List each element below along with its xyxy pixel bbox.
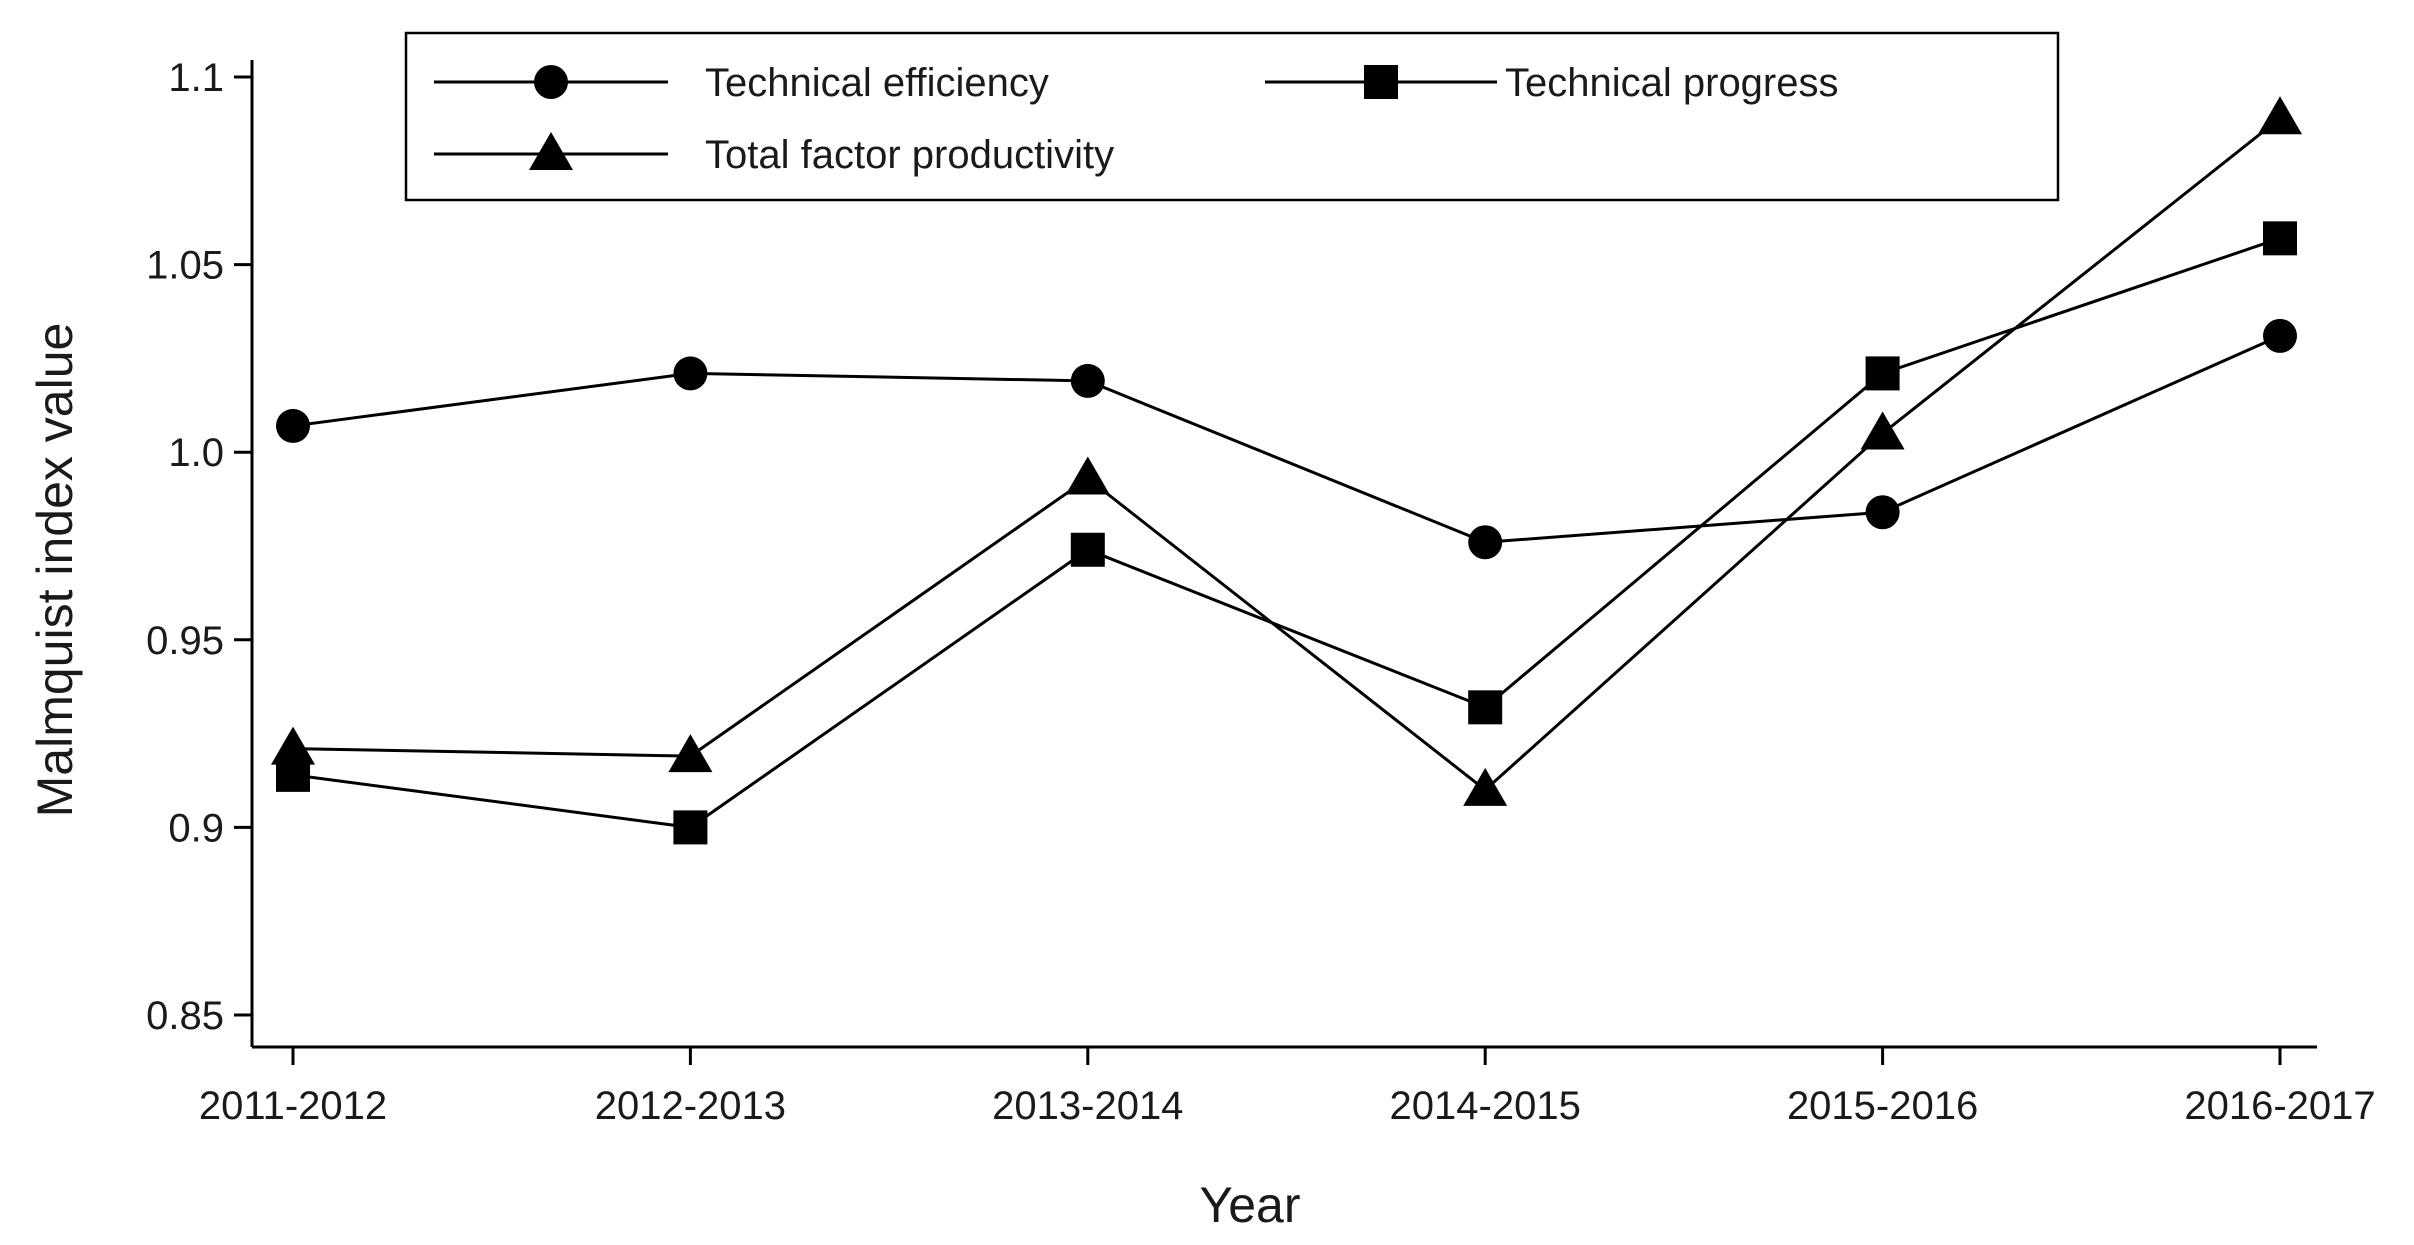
data-point-square <box>1865 356 1900 391</box>
legend-marker-triangle <box>529 132 573 170</box>
data-point-circle <box>1865 495 1900 530</box>
series-square <box>276 221 2297 845</box>
data-point-circle <box>1070 363 1105 398</box>
y-tick-label: 0.9 <box>168 806 224 850</box>
data-point-triangle <box>1065 456 1110 495</box>
y-axis-title: Malmquist index value <box>27 323 83 818</box>
legend-item: Technical efficiency <box>434 61 1049 105</box>
y-tick-label: 0.85 <box>146 994 224 1038</box>
y-tick-label: 1.1 <box>168 56 224 100</box>
legend-label: Total factor productivity <box>705 133 1114 177</box>
y-tick-label: 0.95 <box>146 619 224 663</box>
y-tick-label: 1.05 <box>146 244 224 288</box>
legend-item: Total factor productivity <box>434 132 1114 177</box>
x-tick-label: 2015-2016 <box>1787 1084 1978 1128</box>
legend: Technical efficiency Technical progress To… <box>404 31 2060 202</box>
data-point-triangle <box>1860 411 1905 450</box>
series-circle <box>276 318 2297 560</box>
legend-marker-circle <box>534 65 568 99</box>
series-triangle <box>271 96 2302 806</box>
legend-label: Technical progress <box>1505 61 1839 105</box>
data-point-circle <box>2263 318 2297 353</box>
plot-area <box>250 60 2317 1049</box>
series-line <box>292 334 2281 544</box>
y-tick-label: 1.0 <box>168 431 224 475</box>
data-point-circle <box>276 408 310 443</box>
x-axis-ticks: 2011-2012 2012-2013 2013-2014 2014-2015 2015… <box>199 1047 2376 1128</box>
series-layer <box>271 96 2302 845</box>
data-point-circle <box>673 356 708 391</box>
x-tick-label: 2013-2014 <box>992 1084 1183 1128</box>
legend-item: Technical progress <box>1265 61 1839 105</box>
x-tick-label: 2012-2013 <box>595 1084 786 1128</box>
data-point-square <box>2263 221 2297 256</box>
legend-box <box>404 31 2060 202</box>
y-axis-ticks: 0.85 0.9 0.95 1.0 1.05 1.1 <box>146 56 252 1038</box>
data-point-triangle <box>668 734 713 773</box>
series-line <box>292 236 2281 829</box>
x-axis-title: Year <box>1199 1177 1300 1233</box>
data-point-square <box>1468 690 1503 725</box>
data-point-circle <box>1468 525 1503 560</box>
series-line <box>292 117 2281 792</box>
x-tick-label: 2011-2012 <box>199 1084 387 1128</box>
data-point-square <box>673 810 708 845</box>
data-point-triangle <box>2258 96 2302 135</box>
x-tick-label: 2014-2015 <box>1390 1084 1581 1128</box>
legend-label: Technical efficiency <box>705 61 1049 105</box>
x-tick-label: 2016-2017 <box>2184 1084 2375 1128</box>
data-point-triangle <box>1463 767 1508 806</box>
data-point-triangle <box>271 726 315 765</box>
legend-marker-square <box>1364 65 1398 99</box>
data-point-square <box>1070 532 1105 567</box>
